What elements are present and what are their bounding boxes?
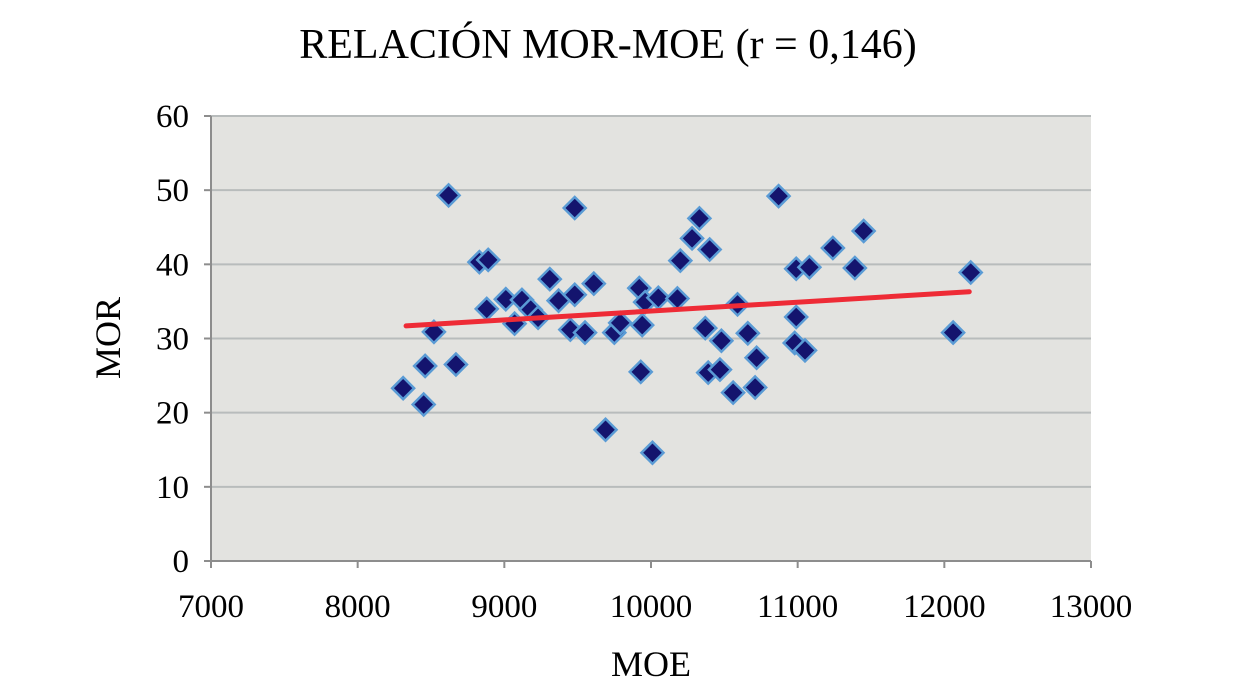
data-point — [783, 304, 809, 330]
x-tick-labels: 7000 8000 9000 10000 11000 12000 13000 — [178, 589, 1132, 625]
y-tick-label: 0 — [173, 544, 190, 580]
data-point — [561, 195, 588, 221]
data-point — [792, 337, 818, 364]
data-point — [708, 327, 735, 354]
data-point — [629, 312, 655, 338]
y-tick-label: 60 — [156, 99, 189, 135]
data-point — [561, 281, 588, 308]
data-point — [435, 182, 462, 209]
data-point — [696, 236, 723, 263]
y-tick-label: 50 — [156, 173, 189, 209]
y-tick-label: 10 — [156, 470, 189, 506]
data-point — [390, 375, 416, 401]
data-points — [390, 182, 984, 466]
chart-title: RELACIÓN MOR-MOE (r = 0,146) — [299, 21, 916, 68]
data-point — [537, 266, 563, 292]
data-point — [850, 218, 877, 244]
data-point — [796, 254, 823, 281]
data-point — [639, 439, 666, 466]
data-point — [743, 345, 770, 371]
y-tick-labels: 0 10 20 30 40 50 60 — [156, 99, 189, 580]
x-tick-label: 7000 — [178, 589, 244, 625]
grid-lines — [211, 115, 1091, 488]
data-point — [957, 259, 984, 286]
data-point — [412, 353, 438, 379]
data-point — [572, 319, 598, 346]
y-axis-label: MOR — [88, 297, 128, 379]
data-point — [686, 205, 713, 232]
y-tick-label: 40 — [156, 247, 189, 283]
data-point — [735, 320, 761, 347]
data-point — [842, 255, 868, 281]
data-point — [707, 356, 733, 383]
data-point — [627, 359, 654, 385]
data-point — [410, 391, 437, 418]
trendline — [403, 289, 972, 329]
y-tick-label: 30 — [156, 322, 189, 358]
data-point — [493, 286, 519, 312]
data-point — [820, 235, 846, 261]
x-tick-label: 9000 — [471, 589, 537, 625]
data-point — [607, 310, 633, 336]
x-tick-label: 11000 — [757, 589, 838, 625]
data-point — [581, 270, 607, 297]
x-tick-label: 10000 — [610, 589, 693, 625]
x-tick-label: 8000 — [325, 589, 391, 625]
data-point — [667, 247, 694, 274]
data-point — [940, 319, 966, 346]
data-point — [475, 247, 501, 273]
data-point — [692, 315, 719, 341]
x-tick-label: 12000 — [903, 589, 986, 625]
data-point — [765, 183, 792, 209]
data-point — [592, 416, 619, 443]
x-tick-label: 13000 — [1050, 589, 1133, 625]
y-tick-label: 20 — [156, 396, 189, 432]
data-point — [720, 379, 746, 406]
data-point — [742, 374, 768, 401]
data-point — [679, 225, 705, 252]
x-axis-label: MOE — [611, 644, 691, 684]
axes — [204, 115, 1092, 568]
data-point — [443, 351, 469, 378]
